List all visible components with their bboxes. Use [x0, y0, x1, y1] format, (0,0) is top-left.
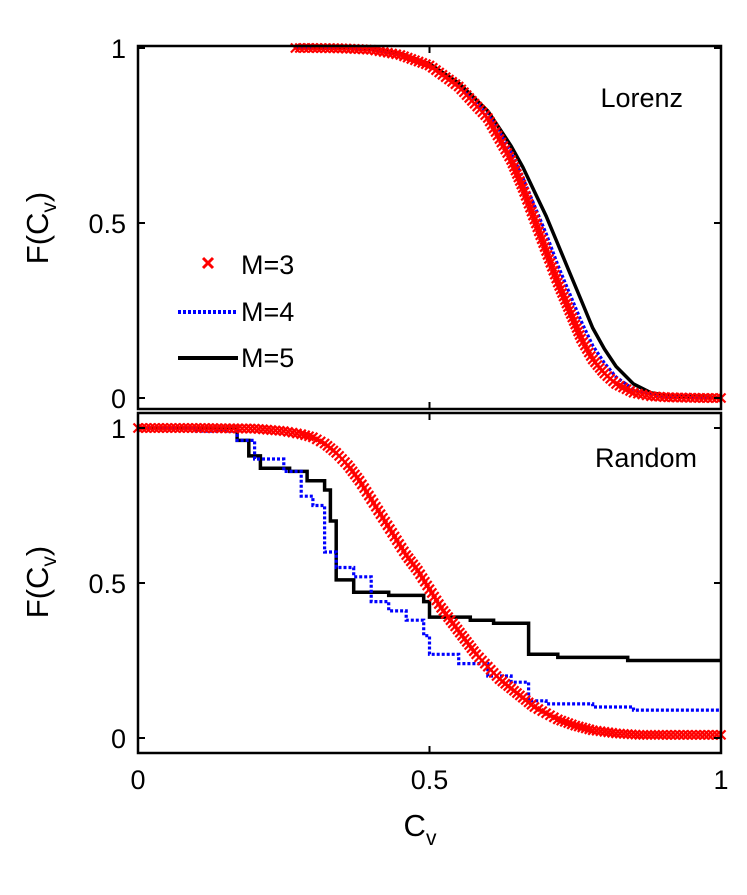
random-series-m3-point	[703, 729, 714, 741]
random-x-axis-label-main: C	[404, 808, 426, 843]
lorenz-y-axis-label-close: )	[20, 192, 55, 202]
legend-label-m3: M=3	[241, 250, 294, 280]
random-series-m3-point	[199, 422, 210, 434]
random-series-m3-point	[634, 729, 645, 741]
random-series-m3-point	[220, 423, 231, 434]
random-series-m3-point	[182, 422, 194, 434]
random-series-m3-point	[145, 422, 156, 434]
random-panel: Random F(Cv) Cv 00.510 0.5 1	[20, 411, 729, 850]
legend-label-m4: M=4	[241, 297, 294, 327]
random-series-m3-point	[178, 422, 190, 434]
legend: M=3 M=4 M=5	[178, 250, 294, 373]
random-y-axis-label-subscript: v	[38, 556, 61, 567]
random-series-m3-point	[170, 422, 181, 434]
random-series-m3-point	[661, 729, 673, 741]
random-x-tick-label: 0.5	[411, 765, 449, 795]
lorenz-series-m3-point	[706, 392, 718, 404]
random-series-m3-point	[195, 422, 206, 434]
random-series-m3-point	[157, 422, 169, 434]
random-series-m3-point	[228, 423, 240, 434]
random-series-m3-point	[641, 729, 653, 741]
random-series-m3-point	[216, 422, 227, 434]
random-series-m3-point	[141, 422, 152, 434]
lorenz-y-axis-label-main: F(C	[20, 213, 55, 265]
legend-label-m5: M=5	[241, 343, 294, 373]
random-x-tick-label: 1	[713, 765, 728, 795]
random-series-m3-point	[191, 422, 202, 434]
random-y-axis-label-main: F(C	[20, 567, 55, 619]
random-series-m3-point	[149, 422, 160, 434]
random-series-m3-point	[657, 729, 668, 741]
random-series-m3-point	[653, 729, 665, 741]
random-y-tick-label: 0	[111, 724, 126, 754]
random-series-m3-point	[232, 423, 244, 434]
lorenz-series-m3-point	[698, 392, 709, 404]
random-series-m3-point	[682, 729, 693, 741]
random-x-axis-label-subscript: v	[426, 827, 437, 850]
lorenz-series-m3-point	[702, 392, 714, 404]
random-y-axis-label: F(Cv)	[20, 546, 61, 618]
random-series-m3-point	[203, 422, 215, 434]
legend-x-marker-m3	[201, 256, 215, 270]
random-series-m3-point	[207, 422, 219, 434]
random-series-m3-point	[245, 423, 256, 434]
lorenz-panel: Lorenz F(Cv) M=3 M=4 M=5 0 0.5 1	[20, 34, 727, 414]
random-x-axis-label: Cv	[404, 808, 437, 850]
random-series-m3-point	[153, 422, 165, 434]
random-title: Random	[595, 443, 697, 473]
random-series-m3-point	[665, 729, 677, 741]
lorenz-title: Lorenz	[600, 83, 683, 113]
random-y-tick-label: 0.5	[88, 569, 126, 599]
random-series-m3-point	[211, 422, 223, 434]
random-series-m3-point	[637, 729, 649, 741]
random-series-m3-point	[678, 729, 689, 741]
random-series-m3-point	[224, 423, 235, 434]
random-series-m3-point	[699, 729, 710, 741]
random-series-m3-point	[669, 729, 681, 741]
lorenz-y-tick-label: 0.5	[88, 209, 126, 239]
random-series-m3-point	[690, 729, 702, 741]
random-x-tick-label: 0	[130, 765, 145, 795]
lorenz-plot-area	[290, 42, 727, 404]
lorenz-y-tick-label: 1	[111, 34, 126, 64]
random-series-m3-point	[186, 422, 198, 434]
random-series-m3-point	[694, 729, 706, 741]
random-series-m3-point	[166, 422, 177, 434]
random-y-tick-label: 1	[111, 414, 126, 444]
random-y-axis-label-close: )	[20, 546, 55, 556]
random-series-m5-line	[138, 426, 721, 663]
random-series-m3-point	[161, 422, 173, 434]
lorenz-y-axis-label-subscript: v	[38, 202, 61, 213]
random-series-m3-point	[240, 423, 252, 434]
random-series-m3-point	[236, 423, 248, 434]
random-series-m3-point	[649, 729, 661, 741]
random-plot-area	[132, 422, 727, 741]
random-series-m3-point	[686, 729, 698, 741]
lorenz-y-axis-label: F(Cv)	[20, 192, 61, 264]
random-series-m3-point	[674, 729, 685, 741]
random-series-m3-point	[645, 729, 657, 741]
random-series-m3-point	[174, 422, 185, 434]
lorenz-y-tick-label: 0	[111, 384, 126, 414]
